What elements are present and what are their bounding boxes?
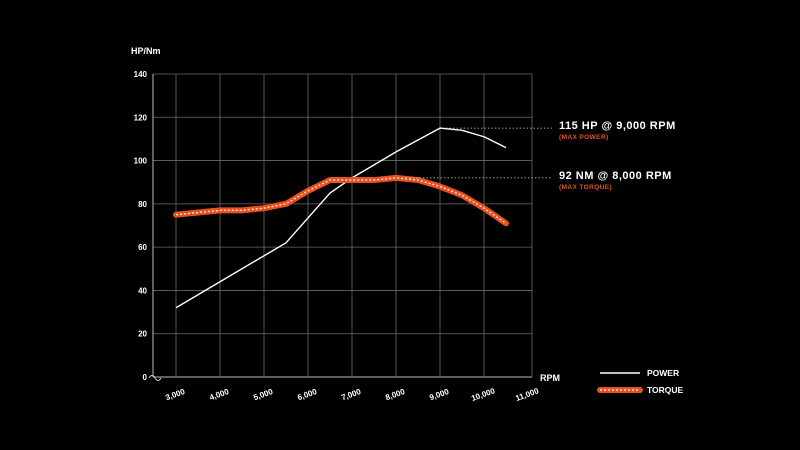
y-tick-label: 120 bbox=[134, 113, 148, 122]
annotation-label: 92 NM @ 8,000 RPM bbox=[559, 170, 672, 182]
chart-series bbox=[173, 127, 509, 309]
y-tick-label: 60 bbox=[138, 243, 147, 252]
y-tick-label: 20 bbox=[138, 330, 147, 339]
x-tick-label: 9,000 bbox=[428, 387, 450, 402]
chart-annotations: 115 HP @ 9,000 RPM (MAX POWER) 92 NM @ 8,0… bbox=[402, 120, 676, 191]
x-axis-ticks: 3,000 4,000 5,000 6,000 7,000 8,000 9,000 10,00… bbox=[164, 386, 540, 403]
torque-line-band bbox=[173, 174, 509, 227]
axis-break-squiggle bbox=[148, 375, 162, 381]
chart-grid bbox=[152, 73, 533, 378]
x-tick-label: 7,000 bbox=[340, 387, 362, 402]
x-tick-label: 3,000 bbox=[164, 387, 186, 402]
y-tick-label: 40 bbox=[138, 286, 147, 295]
x-tick-label: 10,000 bbox=[470, 386, 497, 403]
y-axis-label: HP/Nm bbox=[131, 46, 161, 56]
x-tick-label: 11,000 bbox=[514, 386, 540, 403]
annotation-sublabel: (MAX TORQUE) bbox=[559, 184, 612, 191]
legend-label-power: POWER bbox=[647, 368, 679, 378]
axis-break-mark bbox=[148, 375, 162, 381]
x-tick-label: 6,000 bbox=[296, 387, 318, 402]
annotation-label: 115 HP @ 9,000 RPM bbox=[559, 120, 676, 132]
power-line bbox=[175, 127, 507, 309]
y-tick-label: 80 bbox=[138, 200, 147, 209]
y-tick-label: 100 bbox=[134, 157, 148, 166]
x-tick-label: 8,000 bbox=[384, 387, 406, 402]
x-axis-label: RPM bbox=[540, 373, 560, 383]
legend-label-torque: TORQUE bbox=[647, 385, 684, 395]
y-tick-label: 0 bbox=[143, 373, 148, 382]
x-tick-label: 4,000 bbox=[208, 387, 230, 402]
y-axis-ticks: 0 20 40 60 80 100 120 140 bbox=[134, 70, 148, 382]
annotation-sublabel: (MAX POWER) bbox=[559, 134, 609, 141]
y-tick-label: 140 bbox=[134, 70, 148, 79]
chart-legend: POWER TORQUE bbox=[597, 368, 684, 395]
x-tick-label: 5,000 bbox=[252, 387, 274, 402]
